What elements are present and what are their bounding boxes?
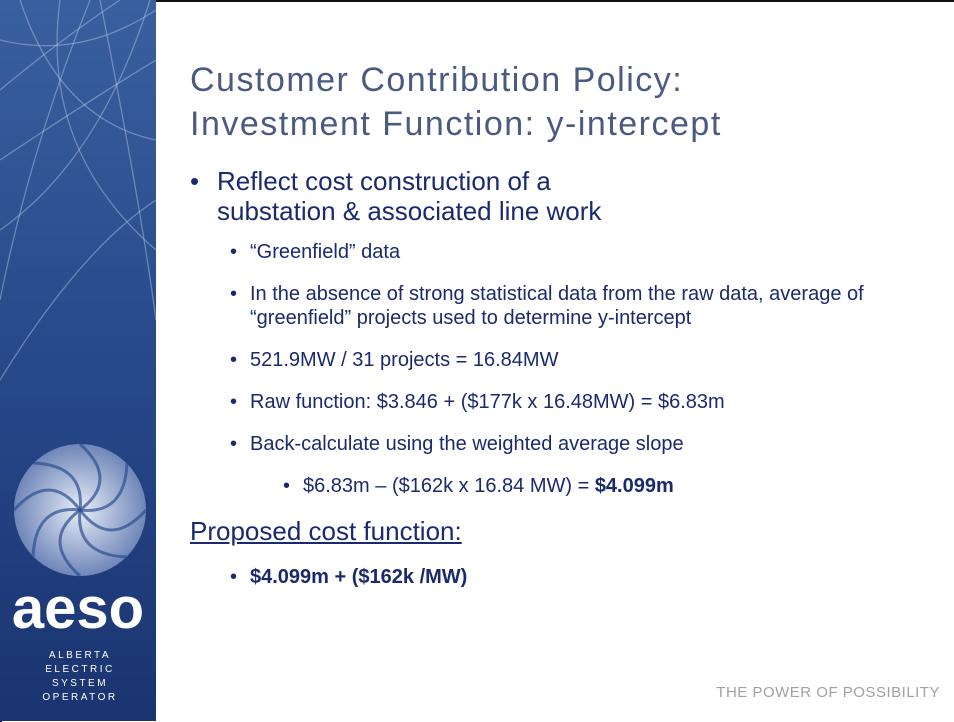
bullet-item: • “Greenfield” data bbox=[190, 240, 890, 264]
sidebar: aeso ALBERTA ELECTRIC SYSTEM OPERATOR bbox=[0, 0, 156, 721]
logo: aeso bbox=[12, 576, 144, 641]
title: Customer Contribution Policy:Investment … bbox=[190, 58, 722, 146]
bullet-text: $6.83m – ($162k x 16.84 MW) = bbox=[303, 475, 589, 497]
bullet-item: • $6.83m – ($162k x 16.84 MW) = $4.099m bbox=[190, 474, 930, 498]
bullet-item: • Back-calculate using the weighted avera… bbox=[190, 432, 890, 456]
bullet-text: Back-calculate using the weighted averag… bbox=[250, 433, 684, 455]
bullet-text: Reflect cost construction of a substatio… bbox=[217, 166, 601, 226]
title-line: Customer Contribution Policy: bbox=[190, 58, 722, 102]
bullet-item: • 521.9MW / 31 projects = 16.84MW bbox=[190, 348, 890, 372]
bullet-item: • In the absence of strong statistical da… bbox=[190, 282, 890, 330]
org-line: OPERATOR bbox=[42, 692, 117, 703]
bullet: • bbox=[230, 390, 237, 414]
bullet-item: • $4.099m + ($162k /MW) bbox=[190, 565, 890, 589]
bullet: • bbox=[230, 565, 237, 589]
slide: aeso ALBERTA ELECTRIC SYSTEM OPERATOR Custo… bbox=[0, 0, 954, 721]
org-line: SYSTEM bbox=[52, 678, 108, 689]
bullet: • bbox=[230, 282, 237, 306]
bullet-item: • Reflect cost construction of a substati… bbox=[190, 166, 657, 226]
content: • Reflect cost construction of a substati… bbox=[190, 166, 930, 607]
bullet: • bbox=[230, 348, 237, 372]
org-line: ELECTRIC bbox=[45, 664, 114, 675]
bullet: • bbox=[283, 474, 290, 498]
org-line: ALBERTA bbox=[49, 650, 111, 661]
footer: THE POWER OF POSSIBILITY bbox=[716, 684, 940, 701]
bullet: • bbox=[230, 240, 237, 264]
bullet-text: “Greenfield” data bbox=[250, 241, 400, 263]
bullet: • bbox=[230, 432, 237, 456]
bullet-text: 521.9MW / 31 projects = 16.84MW bbox=[250, 349, 558, 371]
bullet-bold: $4.099m bbox=[595, 475, 674, 497]
title-line: Investment Function: y-intercept bbox=[190, 102, 722, 146]
bullet: • bbox=[190, 166, 199, 196]
proposed-heading: Proposed cost function: bbox=[190, 516, 930, 547]
bullet-bold: $4.099m + ($162k /MW) bbox=[250, 566, 467, 588]
bullet-text: Raw function: $3.846 + ($177k x 16.48MW)… bbox=[250, 391, 725, 413]
bullet-text: In the absence of strong statistical dat… bbox=[250, 283, 864, 329]
bullet-item: • Raw function: $3.846 + ($177k x 16.48MW… bbox=[190, 390, 890, 414]
